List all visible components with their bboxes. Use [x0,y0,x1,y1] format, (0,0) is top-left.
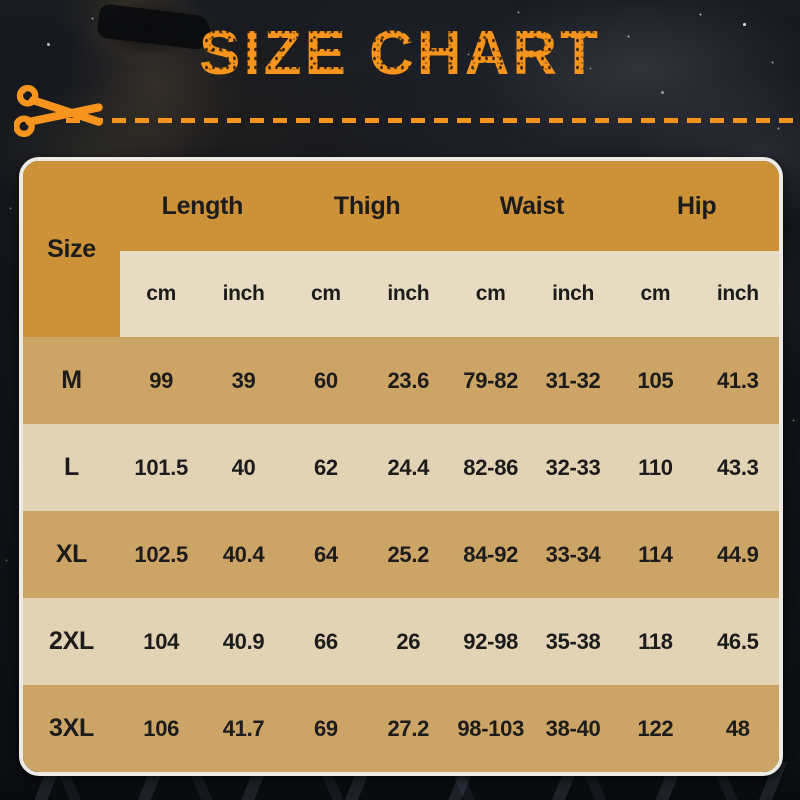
size-cell: 3XL [23,685,120,772]
value-cell: 110 [614,424,697,511]
column-group-hip: Hip [614,161,779,251]
unit-header-waist-inch: inch [531,251,615,337]
unit-header-length-inch: inch [202,251,285,337]
value-cell: 69 [284,685,368,772]
value-cell: 82-86 [449,424,532,511]
value-cell: 104 [120,598,203,685]
size-column-header: Size [23,161,120,337]
value-cell: 105 [614,337,697,424]
value-cell: 46.5 [696,598,779,685]
value-cell: 38-40 [531,685,615,772]
value-cell: 25.2 [367,511,450,598]
value-cell: 32-33 [531,424,615,511]
value-cell: 44.9 [696,511,779,598]
unit-header-thigh-cm: cm [284,251,368,337]
unit-header-hip-cm: cm [614,251,697,337]
table-row-3xl: 3XL 106 41.7 69 27.2 98-103 38-40 122 48 [23,685,779,772]
value-cell: 31-32 [531,337,615,424]
unit-header-length-cm: cm [120,251,203,337]
size-cell: 2XL [23,598,120,685]
value-cell: 101.5 [120,424,203,511]
unit-header-row: cm inch cm inch cm inch cm inch [23,251,779,337]
value-cell: 27.2 [367,685,450,772]
value-cell: 48 [696,685,779,772]
value-cell: 39 [202,337,285,424]
column-group-waist: Waist [449,161,615,251]
table-row-xl: XL 102.5 40.4 64 25.2 84-92 33-34 114 44… [23,511,779,598]
value-cell: 35-38 [531,598,615,685]
value-cell: 43.3 [696,424,779,511]
value-cell: 41.3 [696,337,779,424]
value-cell: 33-34 [531,511,615,598]
dashed-cut-line [66,118,800,123]
value-cell: 40.9 [202,598,285,685]
table-row-m: M 99 39 60 23.6 79-82 31-32 105 41.3 [23,337,779,424]
size-chart-table: Size Length Thigh Waist Hip cm inch cm i… [19,157,783,776]
value-cell: 41.7 [202,685,285,772]
unit-header-thigh-inch: inch [367,251,450,337]
size-chart-grid: Size Length Thigh Waist Hip cm inch cm i… [23,161,779,772]
value-cell: 99 [120,337,203,424]
stars-texture [0,0,1,1]
column-group-header-row: Size Length Thigh Waist Hip [23,161,779,337]
value-cell: 24.4 [367,424,450,511]
value-cell: 92-98 [449,598,532,685]
value-cell: 106 [120,685,203,772]
value-cell: 66 [284,598,368,685]
value-cell: 64 [284,511,368,598]
unit-header-waist-cm: cm [449,251,532,337]
size-cell: L [23,424,120,511]
value-cell: 98-103 [449,685,532,772]
value-cell: 26 [367,598,450,685]
value-cell: 40 [202,424,285,511]
value-cell: 114 [614,511,697,598]
size-cell: M [23,337,120,424]
value-cell: 60 [284,337,368,424]
value-cell: 79-82 [449,337,532,424]
value-cell: 122 [614,685,697,772]
scissors-icon [14,84,103,138]
value-cell: 23.6 [367,337,450,424]
column-group-length: Length [120,161,285,251]
value-cell: 84-92 [449,511,532,598]
value-cell: 62 [284,424,368,511]
table-row-2xl: 2XL 104 40.9 66 26 92-98 35-38 118 46.5 [23,598,779,685]
value-cell: 118 [614,598,697,685]
page-title: SIZE CHART [0,18,800,89]
column-group-thigh: Thigh [284,161,450,251]
unit-header-hip-inch: inch [696,251,779,337]
table-row-l: L 101.5 40 62 24.4 82-86 32-33 110 43.3 [23,424,779,511]
value-cell: 102.5 [120,511,203,598]
size-cell: XL [23,511,120,598]
value-cell: 40.4 [202,511,285,598]
